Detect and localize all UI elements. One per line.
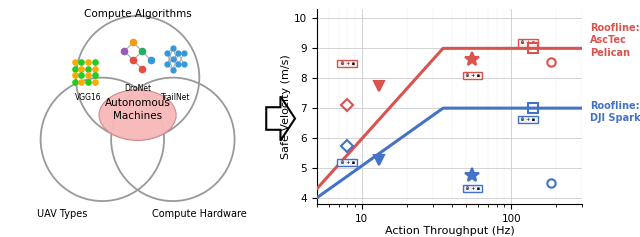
Text: ⊕ + ▪: ⊕ + ▪ (520, 117, 537, 122)
Ellipse shape (99, 90, 176, 141)
Text: TrailNet: TrailNet (161, 93, 191, 102)
Y-axis label: Safe Velocity (m/s): Safe Velocity (m/s) (281, 54, 291, 159)
Text: VGG16: VGG16 (75, 93, 101, 102)
Text: Roofline:
DJI Spark: Roofline: DJI Spark (590, 101, 640, 123)
Text: ⊕ + ▪: ⊕ + ▪ (339, 160, 356, 165)
Text: ⊕ + ▪: ⊕ + ▪ (463, 186, 481, 191)
Text: ⊕ + ▪: ⊕ + ▪ (463, 73, 481, 78)
X-axis label: Action Throughput (Hz): Action Throughput (Hz) (385, 226, 515, 236)
Text: Autonomous
Machines: Autonomous Machines (105, 98, 170, 121)
Text: Compute Algorithms: Compute Algorithms (84, 9, 191, 19)
Text: UAV Types: UAV Types (38, 209, 88, 219)
Text: ⊕ + ▪: ⊕ + ▪ (520, 41, 537, 46)
Text: Roofline:
AscTec
Pelican: Roofline: AscTec Pelican (590, 23, 640, 58)
Text: DroNet: DroNet (124, 84, 151, 93)
FancyArrow shape (266, 96, 295, 141)
Text: ⊕ + ▪: ⊕ + ▪ (339, 61, 356, 66)
Text: Compute Hardware: Compute Hardware (152, 209, 246, 219)
